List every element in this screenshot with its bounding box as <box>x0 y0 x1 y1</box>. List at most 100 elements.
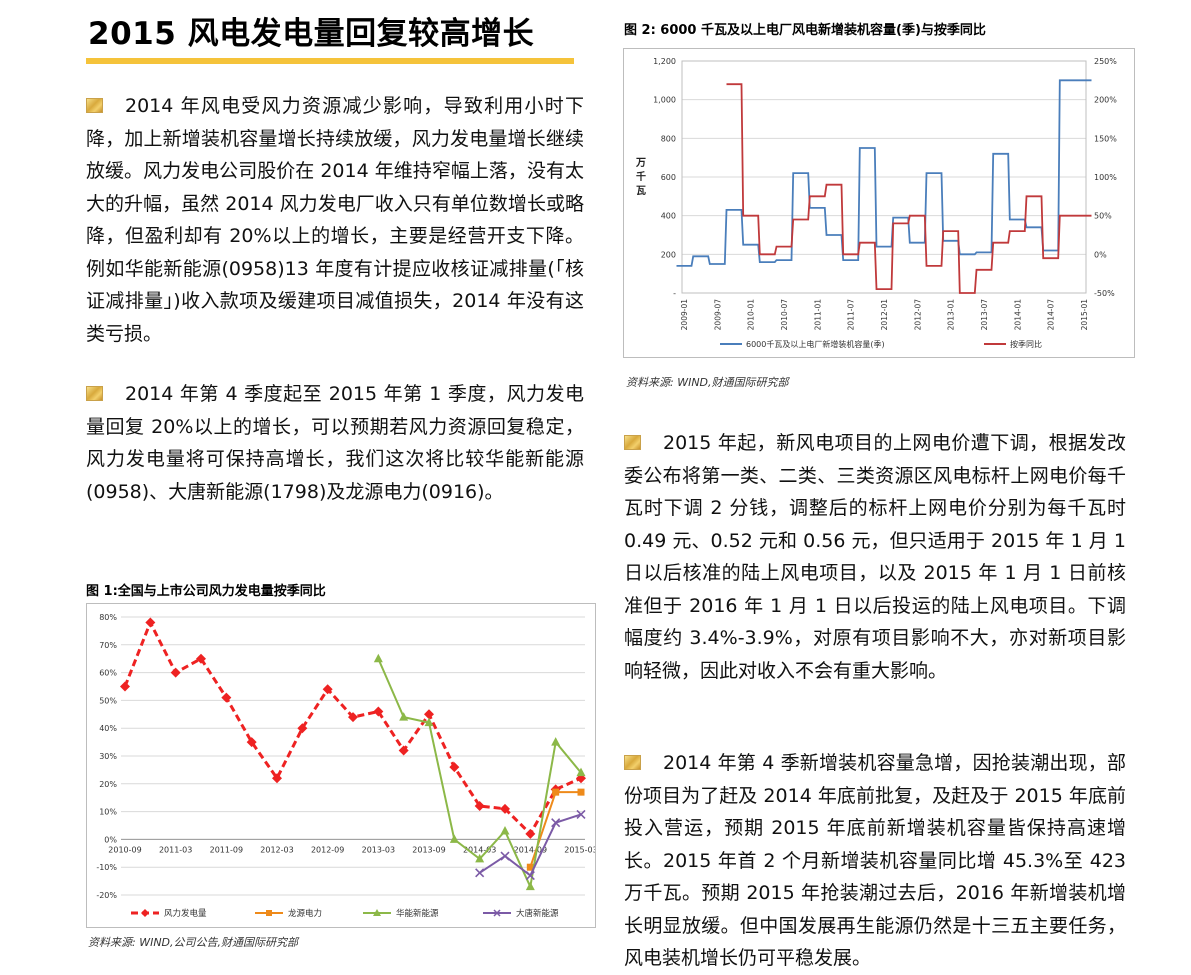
title-underline <box>86 58 574 64</box>
left-paragraph-2-text: 2014 年第 4 季度起至 2015 年第 1 季度，风力发电量回复 20%以… <box>86 383 584 503</box>
y-tick-label: 50% <box>99 696 117 705</box>
data-point <box>120 681 130 692</box>
y-axis-title-char: 千 <box>636 170 646 183</box>
data-point <box>551 818 561 828</box>
y-left-tick-label: 1,200 <box>653 57 676 66</box>
x-tick-label: 2013-03 <box>362 845 395 854</box>
y-left-tick-label: - <box>673 289 676 298</box>
bullet-icon <box>624 435 641 450</box>
y-right-tick-label: 100% <box>1094 173 1117 182</box>
data-point <box>475 853 485 863</box>
data-point <box>500 803 510 814</box>
data-point <box>525 870 535 881</box>
left-paragraph-1: 2014 年风电受风力资源减少影响，导致利用小时下降，加上新增装机容量增长持续放… <box>86 90 584 350</box>
figure-1-svg: 80% 70% 60% 50% 40% 30% 20% 10% 0% -10% -20% 2010-0… <box>96 613 597 919</box>
y-tick-label: 20% <box>99 780 117 789</box>
x-tick-label: 2013-07 <box>980 299 989 331</box>
left-paragraph-1-text: 2014 年风电受风力资源减少影响，导致利用小时下降，加上新增装机容量增长持续放… <box>86 95 584 345</box>
data-point <box>196 653 206 664</box>
series-1-line <box>726 83 1092 294</box>
data-point <box>348 712 358 723</box>
data-point <box>577 788 585 796</box>
y-tick-label: 10% <box>99 808 117 817</box>
x-tick-label: 2012-03 <box>260 845 293 854</box>
series-0-line <box>676 79 1092 267</box>
figure-2-svg: 1,200 250% 1,000 200% 800 150% 600 100% 400 50% 20… <box>635 57 1117 349</box>
y-tick-label: -20% <box>96 891 117 900</box>
data-point <box>424 717 434 727</box>
y-right-tick-label: 150% <box>1094 134 1117 143</box>
x-tick-label: 2012-01 <box>880 299 889 331</box>
x-tick-label: 2015-03 <box>564 845 595 854</box>
data-point <box>449 834 459 843</box>
legend-marker <box>493 909 501 917</box>
right-paragraph-2: 2014 年第 4 季新增装机容量急增，因抢装潮出现，部份项目为了赶及 2014… <box>624 747 1126 975</box>
y-left-tick-label: 800 <box>661 134 676 143</box>
figure-1-source: 资料来源: WIND,公司公告,财通国际研究部 <box>88 936 299 949</box>
data-point <box>576 767 586 777</box>
x-tick-label: 2014-01 <box>1013 299 1022 331</box>
y-left-tick-label: 200 <box>661 250 676 259</box>
data-point <box>221 692 232 703</box>
plot-frame <box>681 60 1087 294</box>
y-left-tick-label: 600 <box>661 173 676 182</box>
x-tick-label: 2011-01 <box>813 299 822 331</box>
y-axis-title-char: 万 <box>635 157 646 169</box>
x-tick-label: 2009-01 <box>680 299 689 331</box>
y-tick-label: -10% <box>96 863 117 872</box>
page-title: 2015 风电发电量回复较高增长 <box>88 16 535 52</box>
data-point <box>322 684 333 695</box>
data-point <box>552 788 560 796</box>
x-tick-label: 2010-07 <box>780 299 789 331</box>
x-tick-label: 2011-09 <box>210 845 243 854</box>
right-paragraph-1: 2015 年起，新风电项目的上网电价遭下调，根据发改委公布将第一类、二类、三类资… <box>624 427 1126 687</box>
data-point <box>399 712 409 721</box>
legend-marker <box>141 909 149 917</box>
data-point <box>525 828 536 839</box>
x-tick-label: 2012-07 <box>913 299 922 331</box>
x-tick-label: 2010-09 <box>108 845 141 854</box>
legend-marker <box>373 909 381 916</box>
x-tick-label: 2010-01 <box>747 299 756 331</box>
data-point <box>373 706 384 717</box>
y-tick-label: 60% <box>99 669 117 678</box>
data-point <box>551 737 561 746</box>
figure-1-title: 图 1:全国与上市公司风力发电量按季同比 <box>86 584 326 599</box>
data-point <box>297 723 308 734</box>
data-point <box>449 762 460 773</box>
data-point <box>525 881 535 891</box>
x-tick-label: 2011-03 <box>159 845 192 854</box>
data-point <box>576 809 586 819</box>
x-tick-label: 2009-07 <box>713 299 722 331</box>
left-paragraph-2: 2014 年第 4 季度起至 2015 年第 1 季度，风力发电量回复 20%以… <box>86 378 584 508</box>
y-tick-label: 70% <box>99 641 117 650</box>
bullet-icon <box>624 755 641 770</box>
legend-label: 龙源电力 <box>288 908 322 919</box>
legend-label: 6000千瓦及以上电厂新增装机容量(季) <box>746 339 885 349</box>
data-point <box>170 667 181 678</box>
y-tick-label: 0% <box>104 835 117 844</box>
y-left-tick-label: 1,000 <box>653 96 676 105</box>
y-right-tick-label: 200% <box>1094 96 1117 105</box>
x-tick-label: 2013-09 <box>412 845 445 854</box>
y-right-tick-label: 250% <box>1094 57 1117 66</box>
x-tick-label: 2014-09 <box>514 845 547 854</box>
figure-2-chart: 1,200 250% 1,000 200% 800 150% 600 100% 400 50% 20… <box>623 48 1135 358</box>
y-tick-label: 40% <box>99 724 117 733</box>
data-point <box>373 653 383 663</box>
data-point <box>526 863 534 871</box>
data-point <box>500 826 510 835</box>
y-right-tick-label: -50% <box>1094 289 1115 298</box>
data-point <box>475 868 485 878</box>
right-paragraph-2-text: 2014 年第 4 季新增装机容量急增，因抢装潮出现，部份项目为了赶及 2014… <box>624 752 1126 969</box>
data-point <box>576 773 586 784</box>
data-point <box>398 745 409 756</box>
bullet-icon <box>86 386 103 401</box>
figure-2-title: 图 2: 6000 千瓦及以上电厂风电新增装机容量(季)与按季同比 <box>624 23 986 38</box>
legend-label: 风力发电量 <box>164 908 207 919</box>
x-tick-label: 2012-09 <box>311 845 344 854</box>
x-tick-label: 2013-01 <box>947 299 956 331</box>
right-paragraph-1-text: 2015 年起，新风电项目的上网电价遭下调，根据发改委公布将第一类、二类、三类资… <box>624 432 1126 682</box>
y-tick-label: 80% <box>99 613 117 622</box>
data-point <box>145 617 156 628</box>
